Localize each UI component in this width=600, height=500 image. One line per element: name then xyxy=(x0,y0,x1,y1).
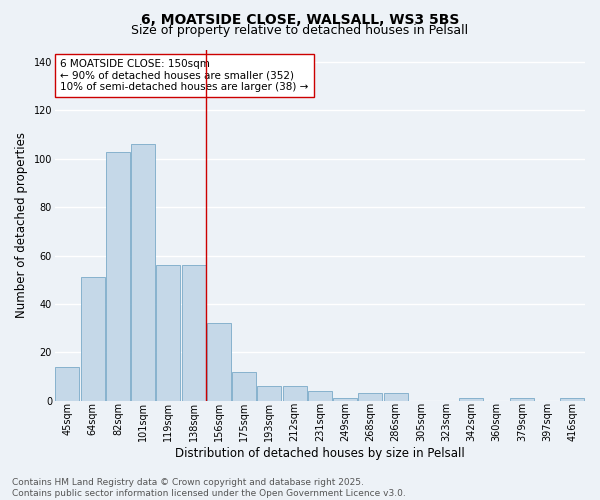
Bar xyxy=(106,152,130,400)
Y-axis label: Number of detached properties: Number of detached properties xyxy=(15,132,28,318)
Bar xyxy=(207,324,231,400)
Bar xyxy=(510,398,534,400)
Text: 6, MOATSIDE CLOSE, WALSALL, WS3 5BS: 6, MOATSIDE CLOSE, WALSALL, WS3 5BS xyxy=(141,12,459,26)
Bar xyxy=(358,394,382,400)
Title: 6, MOATSIDE CLOSE, WALSALL, WS3 5BS
Size of property relative to detached houses: 6, MOATSIDE CLOSE, WALSALL, WS3 5BS Size… xyxy=(0,499,1,500)
Bar xyxy=(157,265,181,400)
Bar xyxy=(182,265,206,400)
Bar xyxy=(383,394,407,400)
Bar xyxy=(257,386,281,400)
Bar xyxy=(55,367,79,400)
Text: Contains HM Land Registry data © Crown copyright and database right 2025.
Contai: Contains HM Land Registry data © Crown c… xyxy=(12,478,406,498)
Text: 6 MOATSIDE CLOSE: 150sqm
← 90% of detached houses are smaller (352)
10% of semi-: 6 MOATSIDE CLOSE: 150sqm ← 90% of detach… xyxy=(60,59,308,92)
Bar xyxy=(81,278,104,400)
Bar xyxy=(131,144,155,400)
Bar xyxy=(460,398,484,400)
Bar xyxy=(308,391,332,400)
Bar xyxy=(232,372,256,400)
Bar xyxy=(333,398,357,400)
Bar xyxy=(560,398,584,400)
X-axis label: Distribution of detached houses by size in Pelsall: Distribution of detached houses by size … xyxy=(175,447,465,460)
Bar xyxy=(283,386,307,400)
Text: Size of property relative to detached houses in Pelsall: Size of property relative to detached ho… xyxy=(131,24,469,37)
